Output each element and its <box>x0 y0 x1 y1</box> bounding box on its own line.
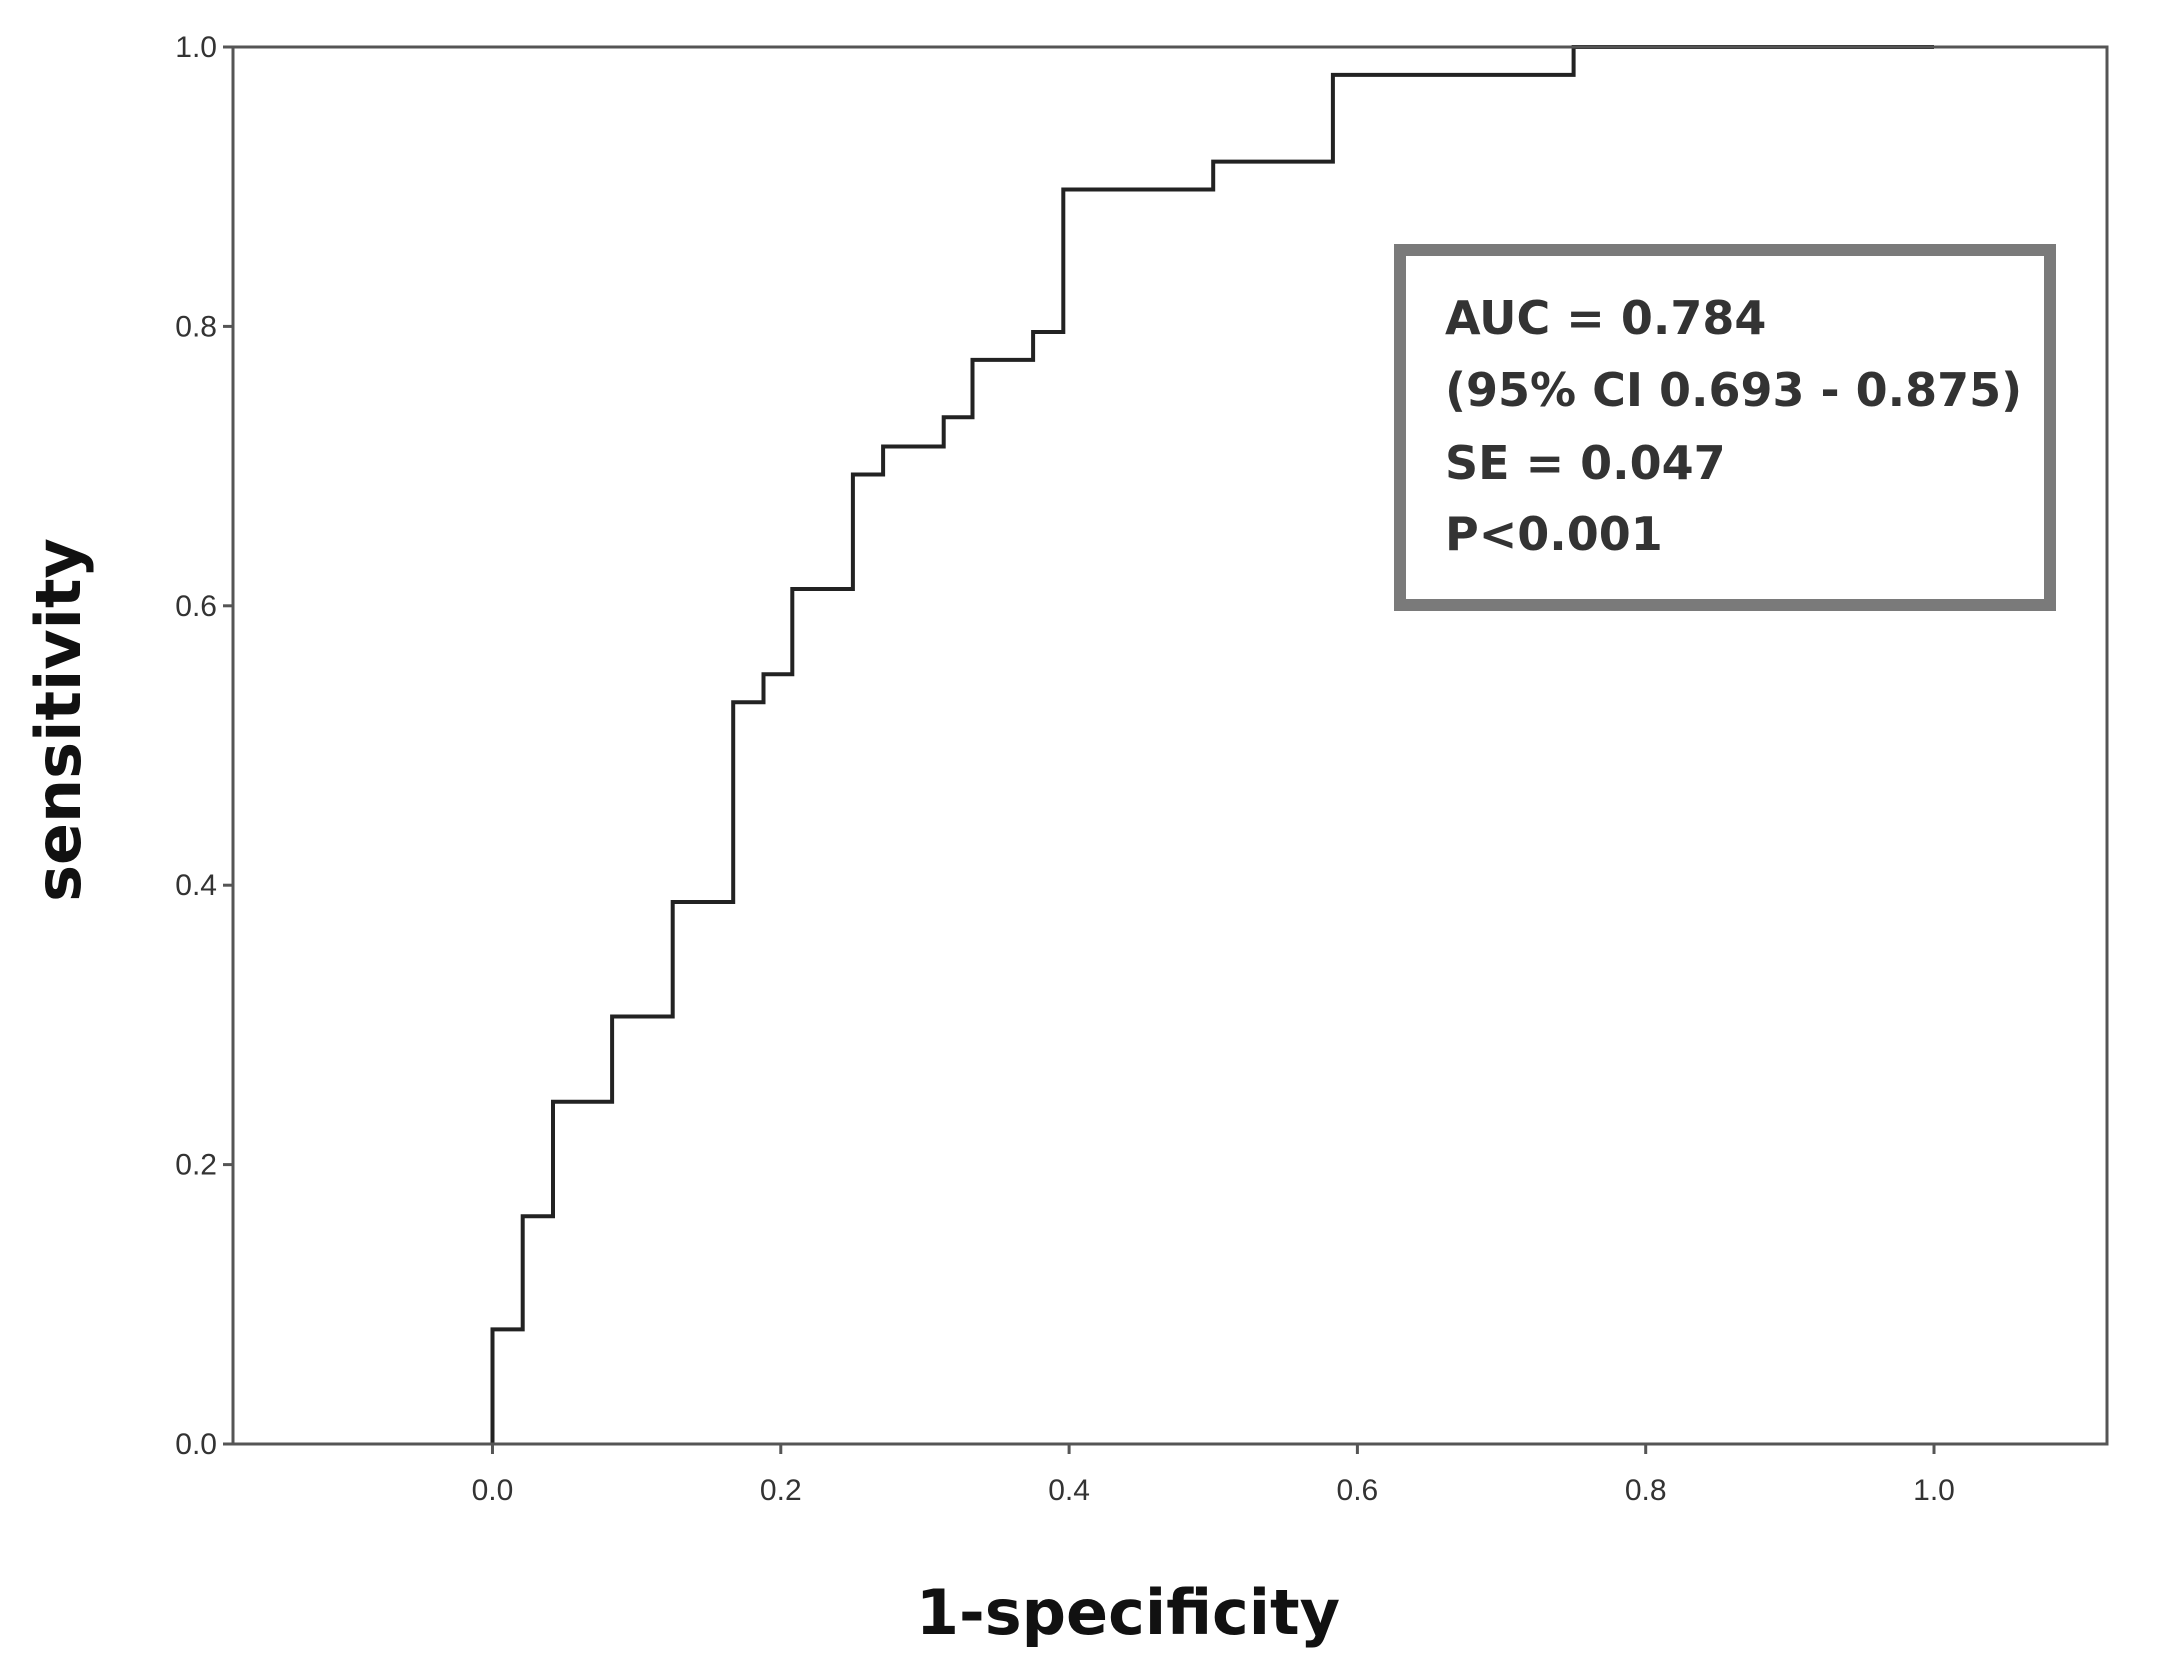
roc-curve-series <box>490 45 1934 1444</box>
y-tick-label: 0.6 <box>175 590 217 623</box>
x-axis-title: 1-specificity <box>916 1576 1340 1649</box>
x-tick-label: 0.4 <box>1048 1474 1090 1507</box>
annotation-auc: AUC = 0.784 <box>1445 291 1766 345</box>
y-tick-label: 0.2 <box>175 1149 217 1182</box>
y-axis-ticks: 0.0 0.2 0.4 0.6 0.8 1.0 <box>175 31 233 1461</box>
x-axis-ticks: 0.0 0.2 0.4 0.6 0.8 1.0 <box>472 1444 1955 1507</box>
x-tick-label: 0.6 <box>1337 1474 1379 1507</box>
y-axis-title: sensitivity <box>22 538 95 902</box>
y-tick-label: 1.0 <box>175 31 217 64</box>
y-tick-label: 0.0 <box>175 1428 217 1461</box>
x-tick-label: 0.8 <box>1625 1474 1667 1507</box>
x-tick-label: 0.0 <box>472 1474 514 1507</box>
annotation-se: SE = 0.047 <box>1445 436 1726 490</box>
x-tick-label: 0.2 <box>760 1474 802 1507</box>
y-tick-label: 0.4 <box>175 869 217 902</box>
y-tick-label: 0.8 <box>175 310 217 343</box>
annotation-p: P<0.001 <box>1445 507 1663 561</box>
x-tick-label: 1.0 <box>1913 1474 1955 1507</box>
plot-area-frame <box>231 45 2109 1446</box>
annotation-border <box>1394 244 2056 611</box>
annotation-box: AUC = 0.784 (95% CI 0.693 - 0.875) SE = … <box>1394 244 2056 611</box>
annotation-ci: (95% CI 0.693 - 0.875) <box>1445 363 2022 417</box>
